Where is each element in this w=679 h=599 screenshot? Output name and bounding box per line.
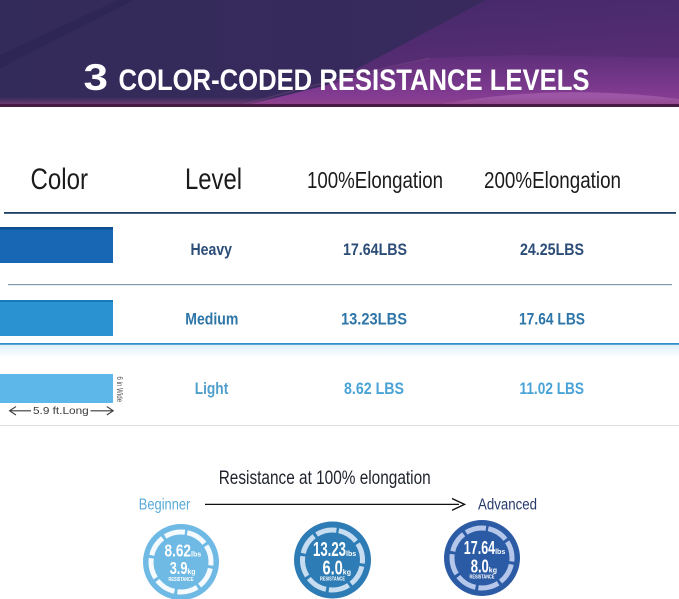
svg-text:Color: Color: [31, 163, 89, 196]
svg-text:3.9kg: 3.9kg: [170, 558, 196, 578]
svg-text:17.64 LBS: 17.64 LBS: [519, 310, 585, 329]
svg-text:3: 3: [84, 56, 109, 98]
svg-text:Resistance at 100% elongation: Resistance at 100% elongation: [219, 468, 431, 489]
svg-text:17.64lbs: 17.64lbs: [464, 537, 506, 558]
svg-text:6 in Wide: 6 in Wide: [115, 377, 124, 403]
svg-text:RESISTANCE: RESISTANCE: [169, 577, 194, 583]
svg-text:200%Elongation: 200%Elongation: [484, 167, 621, 193]
svg-text:8.62lbs: 8.62lbs: [165, 541, 202, 561]
svg-text:8.0kg: 8.0kg: [471, 556, 497, 577]
svg-text:8.62 LBS: 8.62 LBS: [344, 379, 404, 398]
svg-text:24.25LBS: 24.25LBS: [520, 240, 584, 259]
svg-text:RESISTANCE: RESISTANCE: [470, 575, 495, 581]
svg-text:Light: Light: [195, 379, 229, 398]
svg-text:RESISTANCE: RESISTANCE: [320, 577, 345, 583]
svg-text:Heavy: Heavy: [191, 240, 233, 259]
svg-text:Advanced: Advanced: [478, 497, 537, 514]
svg-text:COLOR-CODED RESISTANCE LEVELS: COLOR-CODED RESISTANCE LEVELS: [119, 64, 590, 97]
svg-text:6.0kg: 6.0kg: [323, 558, 351, 580]
svg-text:100%Elongation: 100%Elongation: [307, 167, 443, 193]
svg-text:Level: Level: [185, 163, 242, 196]
svg-text:11.02 LBS: 11.02 LBS: [520, 379, 585, 398]
svg-text:Beginner: Beginner: [139, 497, 191, 514]
svg-text:13.23LBS: 13.23LBS: [341, 310, 407, 329]
svg-text:5.9 ft.Long: 5.9 ft.Long: [33, 405, 89, 417]
svg-text:17.64LBS: 17.64LBS: [343, 240, 407, 259]
svg-text:13.23lbs: 13.23lbs: [313, 539, 356, 561]
svg-text:Medium: Medium: [185, 310, 238, 329]
